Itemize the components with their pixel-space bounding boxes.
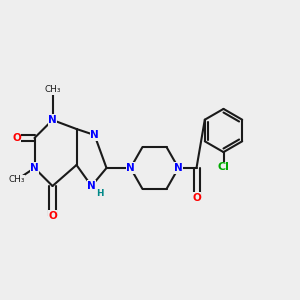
- Text: N: N: [87, 181, 96, 191]
- Text: H: H: [96, 189, 104, 198]
- Text: N: N: [30, 163, 39, 173]
- Text: O: O: [192, 193, 201, 203]
- Text: O: O: [12, 133, 21, 143]
- Text: N: N: [48, 115, 57, 125]
- Text: O: O: [48, 211, 57, 221]
- Text: CH₃: CH₃: [8, 176, 25, 184]
- Text: Cl: Cl: [218, 162, 230, 172]
- Text: N: N: [126, 163, 135, 173]
- Text: N: N: [174, 163, 183, 173]
- Text: N: N: [90, 130, 99, 140]
- Text: CH₃: CH₃: [44, 85, 61, 94]
